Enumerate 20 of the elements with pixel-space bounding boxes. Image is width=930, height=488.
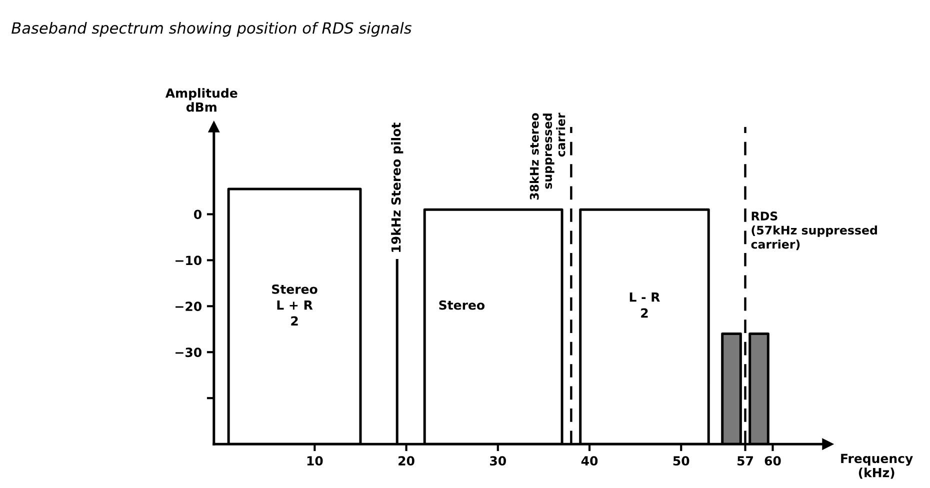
y-tick-label: −30 <box>176 348 202 358</box>
ref-line-label: RDS (57kHz suppressed carrier) <box>751 212 877 250</box>
series-label: L - R 2 <box>630 292 660 318</box>
text: 19kHz Stereo pilot <box>391 122 404 252</box>
x-tick-label: 40 <box>581 456 598 466</box>
y-tick-label: 0 <box>194 210 202 220</box>
y-tick-label: −10 <box>176 256 202 266</box>
series-label: Stereo <box>439 300 484 310</box>
x-tick-label: 30 <box>490 456 506 466</box>
x-tick-label: 10 <box>307 456 323 466</box>
x-axis-title: Frequency (kHz) <box>841 454 913 479</box>
y-axis-title: Amplitude dBm <box>165 88 238 112</box>
ref-line-label: 38kHz stereo suppressed carrier <box>530 112 566 200</box>
y-tick-label: −20 <box>176 302 202 312</box>
series-label: Stereo L + R 2 <box>272 284 318 326</box>
x-tick-label: 57 <box>738 456 753 466</box>
x-tick-label: 50 <box>673 456 690 466</box>
x-tick-label: 60 <box>764 456 781 466</box>
x-tick-label: 20 <box>398 456 414 466</box>
chart-title: Baseband spectrum showing position of RDS signals <box>12 22 412 37</box>
